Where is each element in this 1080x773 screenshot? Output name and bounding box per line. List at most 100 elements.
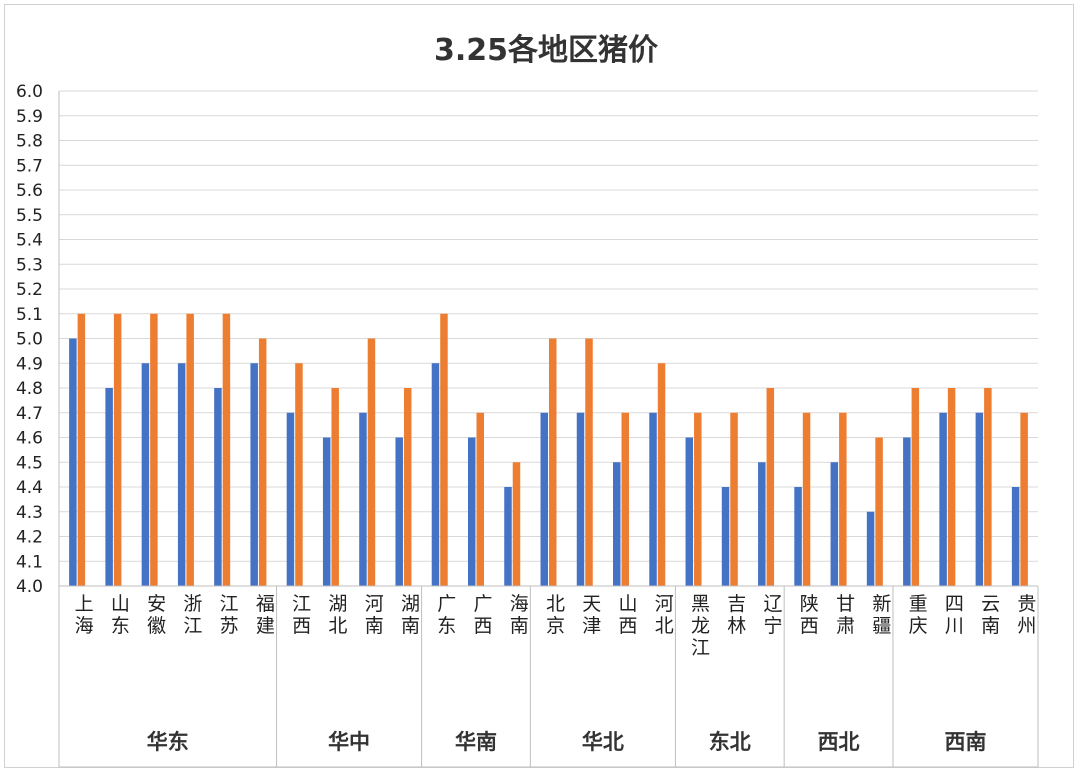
bar-series-1 xyxy=(721,487,730,586)
bar-series-2 xyxy=(476,412,484,586)
category-label: 陕西 xyxy=(800,593,819,637)
bar-series-1 xyxy=(866,511,875,586)
category-label: 四川 xyxy=(945,593,964,637)
category-label: 河北 xyxy=(655,593,674,637)
category-label: 江西 xyxy=(292,593,311,637)
bar-series-2 xyxy=(802,412,811,586)
y-tick-label: 4.5 xyxy=(16,453,43,473)
bar-series-2 xyxy=(403,388,412,586)
y-tick-label: 5.1 xyxy=(16,305,43,325)
bar-series-1 xyxy=(685,437,694,586)
bar-series-2 xyxy=(295,363,303,586)
y-tick-label: 4.0 xyxy=(16,577,43,597)
bar-series-2 xyxy=(77,313,86,586)
y-tick-label: 4.9 xyxy=(16,354,43,374)
bar-series-2 xyxy=(875,437,883,586)
y-tick-label: 5.3 xyxy=(16,255,43,275)
category-label: 山东 xyxy=(111,593,130,637)
y-tick-label: 6.0 xyxy=(16,82,43,102)
bar-series-2 xyxy=(367,338,376,586)
bar-series-1 xyxy=(177,363,186,586)
region-label: 华南 xyxy=(455,730,497,754)
bar-series-1 xyxy=(975,412,984,586)
category-label: 天津 xyxy=(582,593,601,637)
bar-series-2 xyxy=(839,412,847,586)
y-tick-label: 5.8 xyxy=(16,132,43,152)
bar-series-1 xyxy=(576,412,585,586)
bar-series-2 xyxy=(512,462,521,586)
y-tick-label: 5.0 xyxy=(16,330,43,350)
bar-series-1 xyxy=(322,437,331,586)
category-label: 广东 xyxy=(437,593,456,637)
bar-series-2 xyxy=(150,313,158,586)
y-tick-label: 5.5 xyxy=(16,206,43,226)
y-tick-label: 5.2 xyxy=(16,280,43,300)
bar-series-1 xyxy=(504,487,512,586)
x-axis-region-labels: 华东 华中 华南 华北 东北 西北 西南 xyxy=(58,586,1039,768)
bar-series-2 xyxy=(694,412,702,586)
bar-series-1 xyxy=(1011,487,1020,586)
bar-series-2 xyxy=(911,388,920,586)
region-label: 东北 xyxy=(709,730,751,754)
bar-series-2 xyxy=(549,338,557,586)
bar-series-2 xyxy=(258,338,267,586)
bar-series-1 xyxy=(467,437,476,586)
category-label: 海南 xyxy=(510,593,529,637)
bar-series-2 xyxy=(113,313,122,586)
gridlines xyxy=(59,90,1038,562)
category-label: 江苏 xyxy=(220,593,239,637)
bar-series-2 xyxy=(657,363,666,586)
bar-series-1 xyxy=(359,412,367,586)
y-tick-label: 4.3 xyxy=(16,503,43,523)
chart-frame: 3.25各地区猪价 4.0 4.1 4.2 4.3 4.4 4.5 4.6 4.7 4.8 4.9… xyxy=(4,4,1074,768)
category-label: 贵州 xyxy=(1017,593,1036,637)
y-tick-label: 4.1 xyxy=(16,552,43,572)
bar-series-2 xyxy=(621,412,630,586)
x-axis-category-labels: 上海山东安徽浙江江苏福建江西湖北河南湖南广东广西海南北京天津山西河北黑龙江吉林辽… xyxy=(75,593,1037,659)
category-label: 安徽 xyxy=(147,593,166,637)
bar-series-2 xyxy=(222,313,231,586)
category-label: 云南 xyxy=(981,593,1000,637)
bar-series-1 xyxy=(395,437,403,586)
category-label: 辽宁 xyxy=(764,593,783,637)
bar-series-1 xyxy=(69,338,77,586)
bar-series-2 xyxy=(730,412,738,586)
bar-series-1 xyxy=(613,462,621,586)
chart-title: 3.25各地区猪价 xyxy=(434,33,658,68)
category-label: 山西 xyxy=(619,593,638,637)
y-axis-ticks: 4.0 4.1 4.2 4.3 4.4 4.5 4.6 4.7 4.8 4.9 5.0 5.1 5.2 5… xyxy=(16,82,43,597)
bar-series-1 xyxy=(794,487,802,586)
bar-series-1 xyxy=(431,363,440,586)
y-tick-label: 4.6 xyxy=(16,429,43,449)
axes xyxy=(58,91,1038,587)
region-label: 西北 xyxy=(818,730,860,754)
category-label: 湖北 xyxy=(328,593,347,637)
category-label: 上海 xyxy=(75,593,94,637)
bar-series-1 xyxy=(250,363,258,586)
bar-series-2 xyxy=(1020,412,1028,586)
bar-series-2 xyxy=(947,388,956,586)
bar-series-1 xyxy=(649,412,657,586)
y-tick-label: 4.2 xyxy=(16,528,43,548)
bar-series-2 xyxy=(186,313,194,586)
bar-series-2 xyxy=(766,388,775,586)
bar-series-1 xyxy=(758,462,766,586)
category-label: 北京 xyxy=(546,593,565,637)
y-tick-label: 5.6 xyxy=(16,181,43,201)
region-label: 西南 xyxy=(944,730,986,754)
category-label: 新疆 xyxy=(872,593,891,637)
category-label: 浙江 xyxy=(183,593,202,637)
category-label: 黑龙江 xyxy=(691,593,710,659)
category-label: 河南 xyxy=(365,593,384,637)
bar-series-1 xyxy=(830,462,839,586)
category-label: 重庆 xyxy=(909,593,928,637)
bar-series-1 xyxy=(540,412,548,586)
category-label: 甘肃 xyxy=(836,593,855,637)
bar-series-1 xyxy=(105,388,113,586)
category-label: 广西 xyxy=(473,593,492,637)
bar-chart: 3.25各地区猪价 4.0 4.1 4.2 4.3 4.4 4.5 4.6 4.7 4.8 4.9… xyxy=(16,33,1039,768)
y-tick-label: 5.9 xyxy=(16,107,43,127)
y-tick-label: 4.4 xyxy=(16,478,43,498)
region-label: 华北 xyxy=(582,730,624,754)
region-label: 华中 xyxy=(328,730,370,754)
